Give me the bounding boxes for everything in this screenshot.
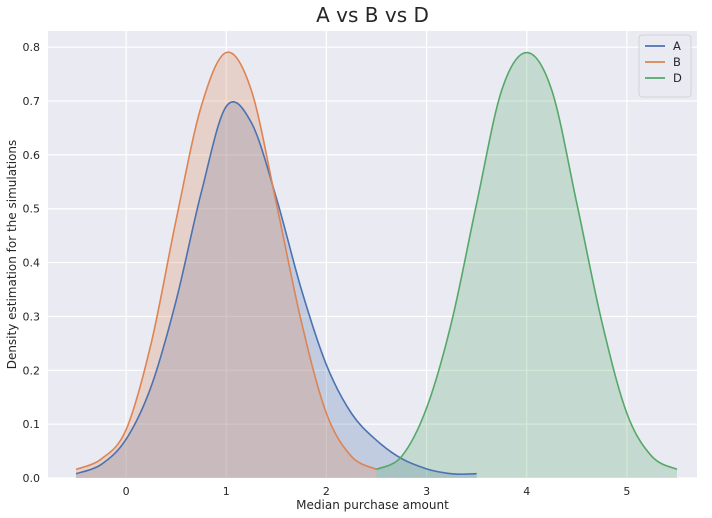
legend-a-label: A xyxy=(673,39,681,53)
x-tick-label: 1 xyxy=(223,485,230,498)
y-tick-label: 0.1 xyxy=(23,418,41,431)
x-tick-labels: 0 1 2 3 4 5 xyxy=(123,485,631,498)
series-d-line xyxy=(376,51,678,471)
y-tick-label: 0.4 xyxy=(23,257,41,270)
y-tick-label: 0.0 xyxy=(23,472,41,485)
x-tick-label: 3 xyxy=(423,485,430,498)
y-tick-label: 0.8 xyxy=(23,41,41,54)
density-areas xyxy=(76,52,677,479)
chart-title: A vs B vs D xyxy=(316,3,429,27)
legend-d-label: D xyxy=(673,71,682,85)
y-tick-label: 0.6 xyxy=(23,149,41,162)
x-axis-label: Median purchase amount xyxy=(296,498,449,512)
series-a-area xyxy=(76,101,477,479)
legend-box xyxy=(638,34,692,98)
y-axis-label: Density estimation for the simulations xyxy=(5,140,19,370)
y-tick-label: 0.3 xyxy=(23,310,41,323)
x-tick-label: 5 xyxy=(623,485,630,498)
density-lines xyxy=(75,51,678,476)
y-tick-label: 0.2 xyxy=(23,364,41,377)
y-tick-label: 0.5 xyxy=(23,203,41,216)
legend: ABD xyxy=(638,34,692,98)
series-b-area xyxy=(76,52,377,479)
x-tick-label: 0 xyxy=(123,485,130,498)
x-tick-label: 4 xyxy=(523,485,530,498)
series-d-area xyxy=(376,52,677,478)
series-a-line xyxy=(75,101,477,476)
series-b-line xyxy=(75,51,377,471)
x-tick-label: 2 xyxy=(323,485,330,498)
plot-background xyxy=(48,31,697,478)
legend-b-label: B xyxy=(673,55,681,69)
y-tick-labels: 0.0 0.1 0.2 0.3 0.4 0.5 0.6 0.7 0.8 xyxy=(23,41,41,485)
y-tick-label: 0.7 xyxy=(23,95,41,108)
